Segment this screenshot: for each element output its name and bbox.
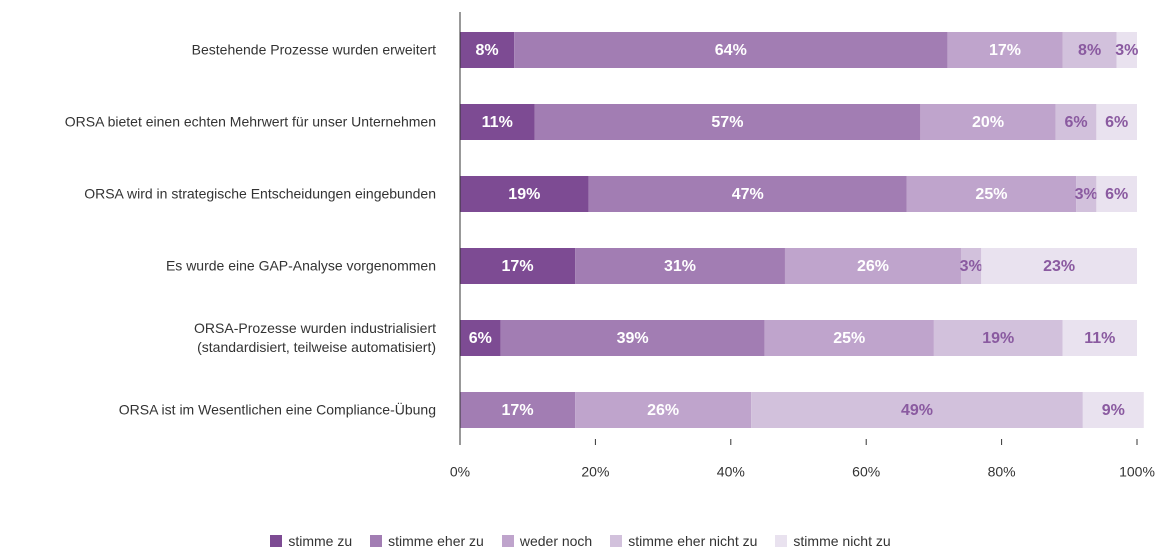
x-tick-label: 0% xyxy=(450,464,470,480)
legend-item: stimme nicht zu xyxy=(775,533,891,549)
bar-segment xyxy=(1062,320,1137,356)
bar-segment xyxy=(906,176,1077,212)
bar-segment xyxy=(1082,392,1144,428)
value-label: 23% xyxy=(1043,258,1075,275)
category-label: Es wurde eine GAP-Analyse vorgenommen xyxy=(165,257,436,274)
bar-segment xyxy=(1116,32,1137,68)
legend-swatch xyxy=(501,535,514,547)
category-label: ORSA ist im Wesentlichen eine Compliance… xyxy=(118,401,436,418)
bar-segment xyxy=(460,248,576,284)
x-tick-label: 40% xyxy=(717,464,745,480)
x-tick-label: 80% xyxy=(988,464,1016,480)
value-label: 3% xyxy=(1115,42,1138,59)
category-label: ORSA bietet einen echten Mehrwert für un… xyxy=(64,113,436,130)
value-label: 6% xyxy=(1065,114,1088,131)
value-label: 6% xyxy=(469,330,492,347)
value-label: 19% xyxy=(982,330,1014,347)
legend-label: weder noch xyxy=(519,533,593,549)
value-label: 25% xyxy=(833,330,865,347)
category-label: ORSA wird in strategische Entscheidungen… xyxy=(84,185,436,202)
bar-segment xyxy=(534,104,921,140)
bar-segment xyxy=(751,392,1083,428)
value-label: 11% xyxy=(1084,330,1115,347)
bar-segment xyxy=(1055,104,1097,140)
value-label: 17% xyxy=(502,402,534,419)
value-label: 8% xyxy=(476,42,499,59)
bar-segment xyxy=(460,320,501,356)
bar-segment xyxy=(460,176,589,212)
bar-segment xyxy=(947,32,1063,68)
bar-segment xyxy=(920,104,1056,140)
value-label: 19% xyxy=(508,186,540,203)
bar-segment xyxy=(575,392,752,428)
bar-segment xyxy=(933,320,1063,356)
value-label: 17% xyxy=(502,258,534,275)
x-tick-label: 20% xyxy=(581,464,609,480)
category-label: Bestehende Prozesse wurden erweitert xyxy=(191,41,436,58)
bar-segment xyxy=(460,32,515,68)
bar-segment xyxy=(981,248,1137,284)
bar-segment xyxy=(1096,176,1137,212)
bar-segment xyxy=(1096,104,1137,140)
bar-segment xyxy=(960,248,982,284)
value-label: 11% xyxy=(482,114,513,131)
legend-swatch xyxy=(775,535,788,547)
bar-segment xyxy=(500,320,765,356)
legend-item: weder noch xyxy=(501,533,593,549)
value-label: 39% xyxy=(617,330,649,347)
legend-label: stimme nicht zu xyxy=(793,533,891,549)
chart: 8% 64% 17% 8% 3% 11% 57% 20% 6% 6% 19% 47% 25% 3% 6% 17… xyxy=(450,12,1155,480)
bar-segment xyxy=(460,104,535,140)
value-label: 64% xyxy=(715,42,747,59)
value-label: 9% xyxy=(1102,402,1125,419)
x-tick-label: 100% xyxy=(1119,464,1155,480)
value-label: 49% xyxy=(901,402,933,419)
legend-swatch xyxy=(270,535,283,547)
value-label: 3% xyxy=(1075,186,1098,203)
bar-segment xyxy=(460,392,576,428)
legend-label: stimme eher zu xyxy=(388,533,484,549)
legend-swatch xyxy=(610,535,623,547)
value-label: 31% xyxy=(664,258,696,275)
legend-item: stimme zu xyxy=(270,533,352,549)
bar-segment xyxy=(1076,176,1097,212)
bar-segment xyxy=(784,248,961,284)
value-label: 26% xyxy=(647,402,679,419)
legend-item: stimme eher nicht zu xyxy=(610,533,757,549)
value-label: 26% xyxy=(857,258,889,275)
legend-item: stimme eher zu xyxy=(370,533,484,549)
value-label: 57% xyxy=(711,114,743,131)
value-label: 3% xyxy=(960,258,983,275)
value-label: 20% xyxy=(972,114,1004,131)
bar-segment xyxy=(514,32,948,68)
bar-segment xyxy=(764,320,934,356)
value-label: 6% xyxy=(1105,186,1128,203)
bar-segment xyxy=(1062,32,1117,68)
bar-segment xyxy=(575,248,785,284)
legend-label: stimme eher nicht zu xyxy=(628,533,758,549)
category-label: ORSA-Prozesse wurden industrialisiert (s… xyxy=(194,320,436,355)
legend: stimme zu stimme eher zu weder noch stimme … xyxy=(0,533,1161,549)
value-label: 17% xyxy=(989,42,1021,59)
legend-label: stimme zu xyxy=(288,533,353,549)
value-label: 25% xyxy=(975,186,1007,203)
legend-swatch xyxy=(370,535,383,547)
value-label: 47% xyxy=(732,186,764,203)
bar-segment xyxy=(588,176,907,212)
x-tick-label: 60% xyxy=(852,464,880,480)
value-label: 8% xyxy=(1078,42,1101,59)
value-label: 6% xyxy=(1105,114,1128,131)
